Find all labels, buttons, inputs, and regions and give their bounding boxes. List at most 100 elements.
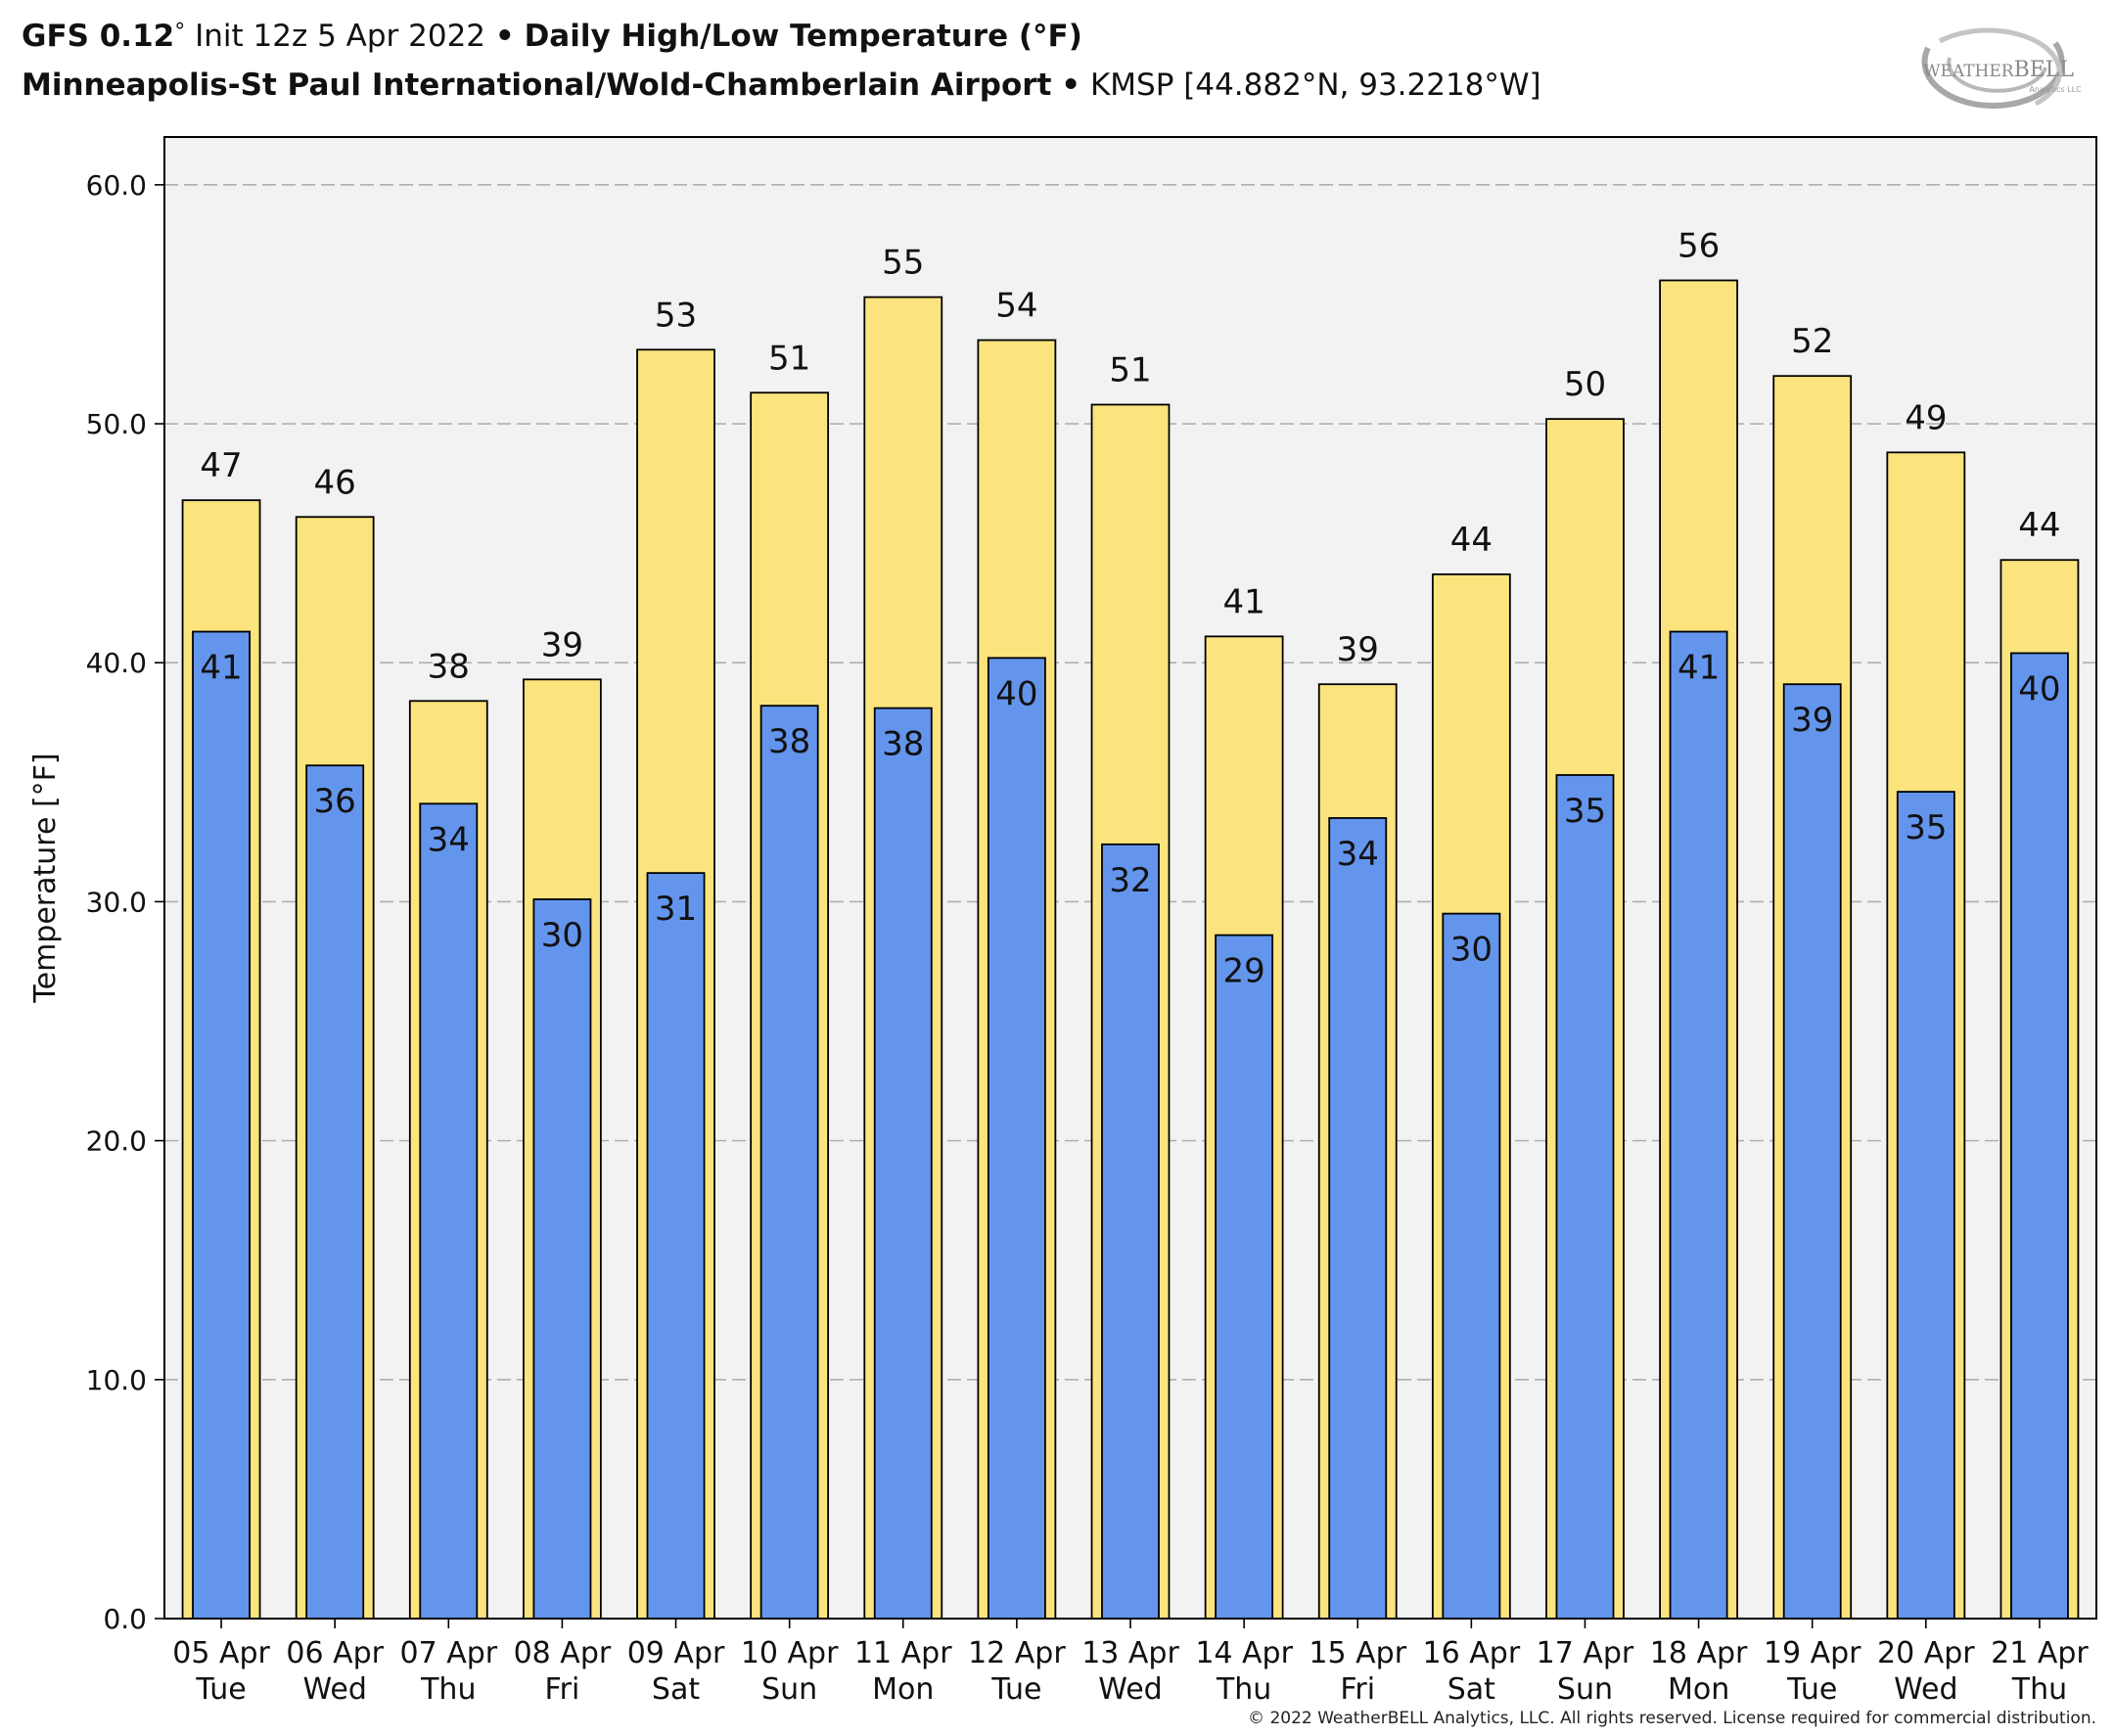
chart-header: GFS 0.12° Init 12z 5 Apr 2022 • Daily Hi… — [22, 8, 1881, 110]
low-temp-label: 30 — [1450, 931, 1493, 970]
low-temp-label: 34 — [428, 820, 470, 859]
logo-text-left: WEATHER — [1923, 62, 2015, 81]
x-tick-label-date: 05 Apr — [172, 1636, 270, 1670]
high-temp-label: 50 — [1564, 365, 1606, 404]
x-tick-label-day: Sun — [761, 1672, 817, 1707]
x-tick-label-date: 07 Apr — [399, 1636, 497, 1670]
station-info: KMSP [44.882°N, 93.2218°W] — [1089, 68, 1541, 103]
logo-text-right: BELL — [2014, 58, 2075, 82]
x-tick-label-date: 17 Apr — [1537, 1636, 1634, 1670]
model-degree: ° — [174, 20, 186, 44]
header-line-2: Minneapolis-St Paul International/Wold-C… — [22, 61, 1881, 110]
low-temp-label: 35 — [1905, 808, 1947, 847]
low-temp-bar — [987, 657, 1046, 1620]
high-temp-label: 52 — [1791, 322, 1833, 361]
y-tick-label: 40.0 — [86, 647, 147, 679]
product-title: Daily High/Low Temperature (°F) — [524, 19, 1082, 54]
x-tick-label-date: 09 Apr — [627, 1636, 725, 1670]
high-temp-label: 54 — [995, 287, 1037, 326]
low-temp-bar — [1442, 912, 1501, 1620]
x-tick-label-day: Tue — [990, 1672, 1041, 1707]
x-tick-label-day: Mon — [872, 1672, 934, 1707]
low-temp-label: 30 — [541, 916, 583, 955]
x-tick-label-day: Sat — [1448, 1672, 1495, 1707]
x-tick-label-date: 20 Apr — [1877, 1636, 1975, 1670]
x-tick-label-day: Tue — [1786, 1672, 1837, 1707]
low-temp-label: 31 — [655, 890, 697, 929]
y-tick-label: 0.0 — [103, 1603, 147, 1635]
high-temp-label: 46 — [314, 463, 356, 502]
high-temp-label: 44 — [2018, 506, 2060, 545]
x-tick-label-date: 19 Apr — [1764, 1636, 1861, 1670]
low-temp-bar — [2010, 652, 2069, 1620]
x-tick-label-date: 11 Apr — [854, 1636, 952, 1670]
low-temp-bar — [759, 705, 819, 1620]
x-tick-label-day: Sun — [1557, 1672, 1613, 1707]
x-tick-label-date: 15 Apr — [1309, 1636, 1406, 1670]
y-tick-label: 50.0 — [86, 408, 147, 440]
low-temp-label: 40 — [2018, 669, 2060, 708]
x-tick-label-date: 14 Apr — [1195, 1636, 1293, 1670]
x-tick-label-date: 21 Apr — [1991, 1636, 2089, 1670]
low-temp-label: 41 — [200, 648, 242, 687]
low-temp-bar — [1215, 934, 1274, 1620]
low-temp-bar — [1555, 774, 1615, 1620]
x-tick-label-day: Fri — [545, 1672, 580, 1707]
low-temp-label: 39 — [1791, 701, 1833, 740]
y-tick-label: 20.0 — [86, 1125, 147, 1158]
x-tick-label-date: 10 Apr — [741, 1636, 839, 1670]
low-temp-bar — [305, 764, 365, 1620]
x-tick-label-day: Thu — [1216, 1672, 1271, 1707]
low-temp-label: 40 — [995, 674, 1037, 713]
high-temp-label: 47 — [200, 446, 242, 485]
low-temp-label: 34 — [1337, 835, 1379, 874]
x-tick-label-date: 12 Apr — [968, 1636, 1066, 1670]
init-time: Init 12z 5 Apr 2022 — [195, 19, 486, 54]
logo-subtext: Analytics LLC — [2029, 85, 2082, 94]
x-tick-label-day: Tue — [195, 1672, 246, 1707]
low-temp-label: 38 — [882, 725, 924, 764]
low-temp-bar — [873, 707, 933, 1620]
high-temp-label: 39 — [541, 625, 583, 664]
low-temp-label: 41 — [1677, 648, 1720, 687]
low-temp-bar — [1782, 683, 1842, 1620]
high-temp-label: 39 — [1337, 630, 1379, 669]
y-tick-label: 10.0 — [86, 1364, 147, 1396]
low-temp-label: 35 — [1564, 792, 1606, 831]
svg-text:WEATHERBELL: WEATHERBELL — [1923, 58, 2074, 82]
y-tick-label: 60.0 — [86, 169, 147, 202]
high-temp-label: 55 — [882, 244, 924, 283]
x-tick-label-date: 06 Apr — [286, 1636, 384, 1670]
x-tick-label-day: Wed — [1894, 1672, 1957, 1707]
x-tick-label-day: Mon — [1668, 1672, 1729, 1707]
weatherbell-logo: WEATHERBELL Analytics LLC — [1921, 27, 2082, 109]
high-temp-label: 51 — [768, 339, 810, 378]
low-temp-label: 29 — [1222, 952, 1264, 991]
header-line-1: GFS 0.12° Init 12z 5 Apr 2022 • Daily Hi… — [22, 8, 1881, 61]
high-temp-label: 56 — [1677, 227, 1720, 266]
high-temp-label: 53 — [655, 296, 697, 335]
plot-frame — [163, 136, 2097, 1620]
low-temp-bar — [419, 802, 479, 1620]
x-tick-label-date: 08 Apr — [514, 1636, 612, 1670]
low-temp-bar — [532, 898, 592, 1620]
high-temp-label: 38 — [428, 647, 470, 686]
x-tick-label-date: 16 Apr — [1423, 1636, 1521, 1670]
copyright-footer: © 2022 WeatherBELL Analytics, LLC. All r… — [1248, 1709, 2096, 1728]
x-tick-label-day: Thu — [420, 1672, 476, 1707]
x-tick-label-day: Thu — [2011, 1672, 2067, 1707]
x-tick-label-day: Wed — [302, 1672, 366, 1707]
station-name: Minneapolis-St Paul International/Wold-C… — [22, 68, 1052, 103]
bullet-2: • — [1061, 68, 1081, 103]
x-tick-label-date: 18 Apr — [1650, 1636, 1748, 1670]
low-temp-label: 36 — [314, 782, 356, 821]
low-temp-label: 38 — [768, 722, 810, 761]
model-name: GFS 0.12 — [22, 19, 175, 54]
x-tick-label-date: 13 Apr — [1081, 1636, 1179, 1670]
y-tick-label: 30.0 — [86, 886, 147, 918]
low-temp-bar — [646, 872, 706, 1620]
low-temp-bar — [1101, 843, 1160, 1620]
low-temp-bar — [1669, 630, 1728, 1620]
bullet-1: • — [494, 19, 515, 54]
